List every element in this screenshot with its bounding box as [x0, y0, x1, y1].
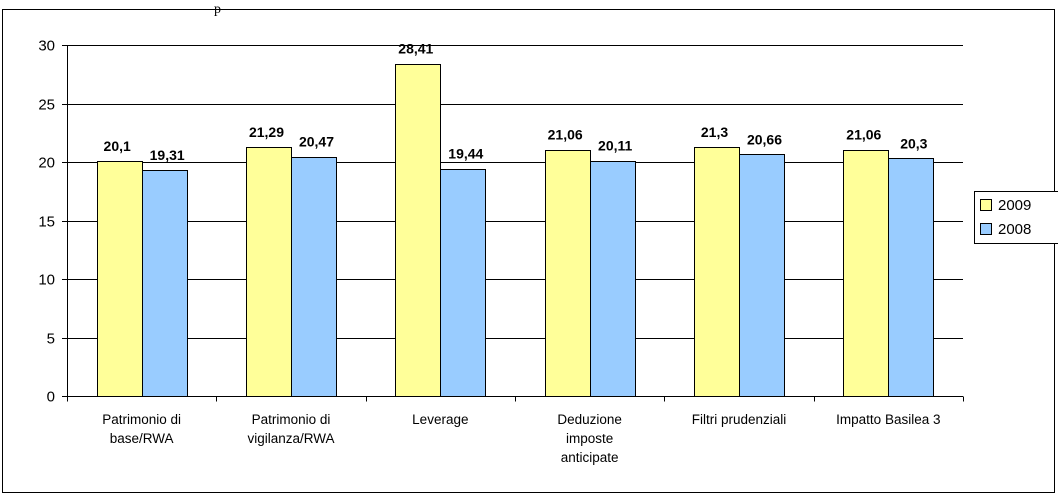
- x-tick-label: Patrimonio di: [252, 412, 331, 427]
- y-tick-label: 0: [47, 389, 55, 406]
- x-tick-label: Deduzione: [557, 412, 622, 427]
- y-tick-label: 30: [38, 38, 55, 55]
- x-tick-label: imposte: [566, 431, 613, 446]
- legend: 2009 2008: [974, 191, 1058, 244]
- y-tick-label: 20: [38, 155, 55, 172]
- bar-2009-1: [246, 147, 292, 397]
- data-label-2008-4: 20,66: [747, 131, 782, 147]
- chart-title-fragment: p: [214, 2, 221, 17]
- bar-2008-3: [590, 161, 636, 397]
- data-label-2008-0: 19,31: [150, 147, 185, 163]
- x-tick-label: Leverage: [412, 412, 468, 427]
- y-tick-label: 25: [38, 97, 55, 114]
- axes: 0 5 10 15 20 25 30 Patrimonio di base/RWA Patrimo…: [38, 38, 964, 465]
- x-tick-label: vigilanza/RWA: [247, 431, 334, 446]
- bar-2008-0: [142, 170, 188, 397]
- bar-2008-2: [440, 169, 486, 397]
- data-label-2009-1: 21,29: [249, 124, 284, 140]
- data-label-2009-3: 21,06: [548, 127, 583, 143]
- legend-label-2009: 2009: [998, 197, 1031, 214]
- data-label-2009-0: 20,1: [104, 138, 131, 154]
- data-label-2008-2: 19,44: [448, 146, 483, 162]
- bar-2009-3: [545, 150, 591, 397]
- y-tick-label: 10: [38, 272, 55, 289]
- data-label-2008-5: 20,3: [900, 135, 927, 151]
- bars: [97, 64, 934, 397]
- x-tick-label: Impatto Basilea 3: [836, 412, 940, 427]
- bar-2009-5: [843, 150, 889, 397]
- gridlines: [67, 45, 963, 339]
- x-tick-label: Filtri prudenziali: [692, 412, 787, 427]
- bar-2008-1: [291, 157, 337, 397]
- x-tick-label: base/RWA: [110, 431, 174, 446]
- bar-2009-4: [694, 147, 740, 397]
- y-tick-label: 15: [38, 214, 55, 231]
- bar-2008-5: [888, 158, 934, 397]
- data-label-2009-2: 28,41: [398, 41, 433, 57]
- legend-swatch-2008: [980, 223, 992, 235]
- data-label-2009-5: 21,06: [846, 127, 881, 143]
- data-labels: 20,1 21,29 28,41 21,06 21,3 21,06 19,31 20,47 19…: [104, 41, 928, 163]
- bar-2009-0: [97, 161, 143, 397]
- x-tick-label: Patrimonio di: [102, 412, 181, 427]
- bar-2009-2: [395, 64, 441, 397]
- legend-swatch-2009: [980, 199, 992, 211]
- x-tick-label: anticipate: [561, 450, 619, 465]
- data-label-2008-3: 20,11: [598, 138, 632, 154]
- bar-2008-4: [739, 154, 785, 397]
- legend-label-2008: 2008: [998, 221, 1031, 238]
- data-label-2008-1: 20,47: [299, 134, 334, 150]
- data-label-2009-4: 21,3: [701, 124, 728, 140]
- y-tick-label: 5: [47, 331, 55, 348]
